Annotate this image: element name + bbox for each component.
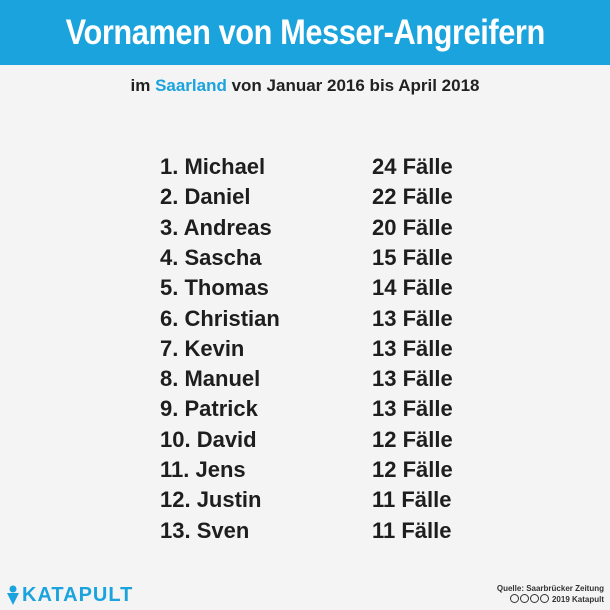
name-label: 11. Jens xyxy=(160,457,246,482)
name-label: 9. Patrick xyxy=(160,396,258,422)
nc-icon xyxy=(529,594,539,603)
katapult-logo-icon xyxy=(7,585,19,605)
table-row: 4. Sascha 15 Fälle xyxy=(0,243,610,273)
cases-label: 12 Fälle xyxy=(372,426,453,452)
table-row: 10. David 12 Fälle xyxy=(0,425,610,455)
source-line: Quelle: Saarbrücker Zeitung xyxy=(496,584,604,593)
name-label: 1. Michael xyxy=(160,154,266,179)
by-icon xyxy=(519,594,529,603)
table-row: 7. Kevin 13 Fälle xyxy=(0,334,610,364)
table-row: 13. Sven 11 Fälle xyxy=(0,516,610,546)
name-label: 5. Thomas xyxy=(160,275,269,301)
name-label: 7. Kevin xyxy=(160,335,245,361)
cases-label: 13 Fälle xyxy=(372,335,453,361)
subtitle-prefix: im xyxy=(130,76,156,95)
page-title: Vornamen von Messer-Angreifern xyxy=(65,12,545,52)
cases-label: 13 Fälle xyxy=(372,366,453,392)
logo-text: KATAPULT xyxy=(22,583,134,606)
cases-label: 13 Fälle xyxy=(372,396,453,422)
copyright-line: 2019 Katapult xyxy=(497,594,604,605)
name-label: 12. Justin xyxy=(160,487,262,513)
title-banner: Vornamen von Messer-Angreifern xyxy=(0,0,610,65)
table-row: 5. Thomas 14 Fälle xyxy=(0,273,610,303)
table-row: 12. Justin 11 Fälle xyxy=(0,485,610,515)
subtitle: im Saarland von Januar 2016 bis April 20… xyxy=(0,76,610,96)
cases-label: 14 Fälle xyxy=(372,275,453,301)
nd-icon xyxy=(539,594,549,603)
table-row: 2. Daniel 22 Fälle xyxy=(0,182,610,212)
name-label: 4. Sascha xyxy=(160,244,262,270)
subtitle-highlight: Saarland xyxy=(155,76,227,95)
cases-label: 20 Fälle xyxy=(372,214,453,240)
cases-label: 11 Fälle xyxy=(372,517,452,543)
cases-label: 15 Fälle xyxy=(372,244,453,270)
katapult-logo: KATAPULT xyxy=(6,584,133,606)
name-label: 3. Andreas xyxy=(160,214,272,240)
subtitle-suffix: von Januar 2016 bis April 2018 xyxy=(226,76,480,95)
name-label: 10. David xyxy=(160,426,257,452)
table-row: 3. Andreas 20 Fälle xyxy=(0,213,610,243)
table-row: 8. Manuel 13 Fälle xyxy=(0,364,610,394)
table-row: 6. Christian 13 Fälle xyxy=(0,304,610,334)
table-row: 11. Jens 12 Fälle xyxy=(0,455,610,485)
name-label: 8. Manuel xyxy=(160,366,261,392)
cases-label: 11 Fälle xyxy=(372,487,452,513)
table-row: 1. Michael 24 Fälle xyxy=(0,152,610,182)
table-row: 9. Patrick 13 Fälle xyxy=(0,394,610,424)
copyright-text: 2019 Katapult xyxy=(551,595,604,604)
cc-icon xyxy=(509,594,519,603)
name-label: 2. Daniel xyxy=(160,184,251,210)
cases-label: 22 Fälle xyxy=(372,184,453,210)
cases-label: 12 Fälle xyxy=(372,457,453,482)
name-label: 6. Christian xyxy=(160,305,280,331)
name-label: 13. Sven xyxy=(160,517,250,543)
source-credit: Quelle: Saarbrücker Zeitung 2019 Katapul… xyxy=(497,584,604,605)
cases-label: 13 Fälle xyxy=(372,305,453,331)
cases-label: 24 Fälle xyxy=(372,154,453,179)
